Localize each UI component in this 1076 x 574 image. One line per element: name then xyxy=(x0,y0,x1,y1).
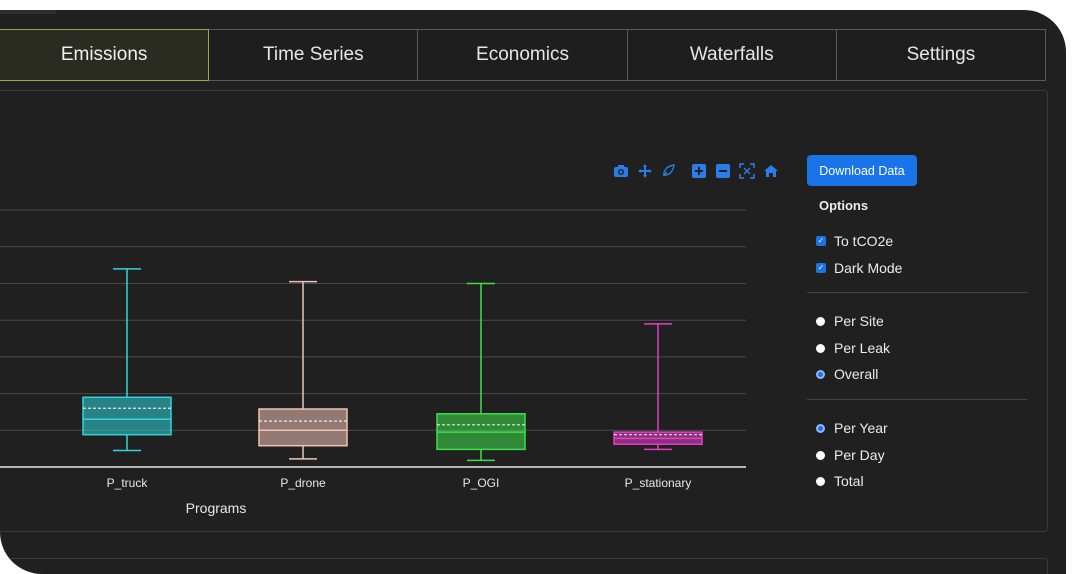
per-day-label: Per Day xyxy=(834,447,885,463)
chart-modebar xyxy=(612,162,780,180)
per-year-label: Per Year xyxy=(834,420,888,436)
emissions-box-plot: P_truck P_drone P_OGI P_stationary Programs xyxy=(0,209,746,516)
x-tick-label: P_OGI xyxy=(463,476,500,490)
zoom-in-icon[interactable] xyxy=(690,162,708,180)
pan-icon[interactable] xyxy=(636,162,654,180)
lower-panel xyxy=(0,558,1048,574)
tab-emissions[interactable]: Emissions xyxy=(0,29,210,81)
total-label: Total xyxy=(834,473,864,489)
per-site-label: Per Site xyxy=(834,313,884,329)
tab-waterfalls[interactable]: Waterfalls xyxy=(626,29,837,81)
tab-time-series[interactable]: Time Series xyxy=(208,29,419,81)
per-leak-radio[interactable]: Per Leak xyxy=(816,340,890,356)
lasso-icon[interactable] xyxy=(660,162,678,180)
radio-selected-icon xyxy=(816,369,825,379)
camera-icon[interactable] xyxy=(612,162,630,180)
radio-icon xyxy=(816,450,825,460)
checkbox-checked-icon: ✓ xyxy=(816,236,826,246)
home-icon[interactable] xyxy=(762,162,780,180)
radio-icon xyxy=(816,343,825,353)
window-edge xyxy=(0,10,56,14)
per-leak-label: Per Leak xyxy=(834,340,891,356)
to-tco2e-label: To tCO2e xyxy=(834,233,894,249)
radio-selected-icon xyxy=(816,423,825,433)
options-divider xyxy=(807,292,1027,293)
checkbox-checked-icon: ✓ xyxy=(816,263,826,273)
tab-economics[interactable]: Economics xyxy=(417,29,628,81)
x-tick-label: P_truck xyxy=(107,476,149,490)
options-heading: Options xyxy=(819,198,869,213)
x-tick-label: P_stationary xyxy=(625,476,692,490)
options-divider xyxy=(807,399,1027,400)
box-iqr xyxy=(82,396,172,436)
emissions-panel xyxy=(0,90,1048,532)
radio-icon xyxy=(816,316,825,326)
dark-mode-label: Dark Mode xyxy=(834,260,903,276)
dark-mode-checkbox[interactable]: ✓ Dark Mode xyxy=(816,260,902,276)
tab-settings[interactable]: Settings xyxy=(835,29,1047,81)
tab-bar: Emissions Time Series Economics Waterfal… xyxy=(0,29,1047,81)
autoscale-icon[interactable] xyxy=(738,162,756,180)
overall-label: Overall xyxy=(834,366,879,382)
to-tco2e-checkbox[interactable]: ✓ To tCO2e xyxy=(816,233,893,249)
per-year-radio[interactable]: Per Year xyxy=(816,420,888,436)
total-radio[interactable]: Total xyxy=(816,473,864,489)
box-iqr xyxy=(258,408,348,447)
zoom-out-icon[interactable] xyxy=(714,162,732,180)
radio-icon xyxy=(816,476,825,486)
per-site-radio[interactable]: Per Site xyxy=(816,313,884,329)
x-tick-label: P_drone xyxy=(280,476,326,490)
download-data-button[interactable]: Download Data xyxy=(807,155,917,186)
app-window: Emissions Time Series Economics Waterfal… xyxy=(0,10,1066,574)
x-axis-title: Programs xyxy=(186,500,247,516)
overall-radio[interactable]: Overall xyxy=(816,366,878,382)
per-day-radio[interactable]: Per Day xyxy=(816,447,885,463)
